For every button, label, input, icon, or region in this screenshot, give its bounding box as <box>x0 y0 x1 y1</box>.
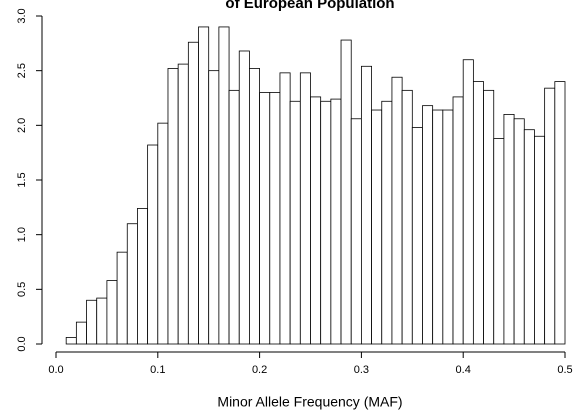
bar <box>259 92 271 345</box>
bar <box>147 144 159 345</box>
bar <box>330 98 342 345</box>
bar <box>137 208 149 345</box>
bar <box>554 81 566 345</box>
y-tick-label: 0.5 <box>16 282 28 297</box>
bar <box>401 89 413 345</box>
bar <box>249 68 260 345</box>
bar <box>462 59 474 345</box>
bar <box>198 26 210 345</box>
bar <box>106 280 118 345</box>
bar <box>452 96 464 345</box>
x-axis-label: Minor Allele Frequency (MAF) <box>217 394 402 410</box>
bar <box>340 39 352 345</box>
bar <box>167 68 179 345</box>
bar <box>472 81 484 345</box>
x-tick-label: 0.3 <box>354 364 369 376</box>
y-tick-label: 2.0 <box>16 118 28 133</box>
bar <box>493 138 505 345</box>
bar <box>534 135 546 345</box>
x-tick-label: 0.0 <box>48 364 63 376</box>
y-tick-label: 3.0 <box>16 8 28 23</box>
bar <box>86 299 98 345</box>
bar <box>269 92 281 345</box>
x-tick-label: 0.5 <box>557 364 572 376</box>
bar <box>96 297 108 345</box>
bar <box>503 114 515 345</box>
bar <box>371 109 383 345</box>
bar <box>238 50 250 345</box>
bar <box>442 109 454 345</box>
bar <box>116 251 128 345</box>
bar <box>320 100 332 345</box>
bar <box>513 118 525 345</box>
y-tick-label: 1.0 <box>16 227 28 242</box>
bar <box>310 96 322 345</box>
bar <box>289 100 301 345</box>
bar <box>65 337 77 345</box>
bar <box>279 72 291 345</box>
bar <box>157 122 169 345</box>
bar <box>391 76 403 345</box>
bar <box>75 321 87 345</box>
y-tick-label: 0.0 <box>16 336 28 351</box>
bar <box>483 89 495 345</box>
bar <box>177 63 189 345</box>
x-tick-label: 0.2 <box>252 364 267 376</box>
y-tick-label: 1.5 <box>16 172 28 187</box>
bar <box>360 65 372 345</box>
bar <box>422 105 434 345</box>
y-tick-label: 2.5 <box>16 63 28 78</box>
bar <box>350 118 362 345</box>
bar <box>228 89 240 345</box>
x-tick-label: 0.1 <box>150 364 165 376</box>
x-tick-label: 0.4 <box>456 364 471 376</box>
bar <box>126 223 138 345</box>
bar <box>523 129 535 345</box>
bar <box>299 72 311 345</box>
bar <box>381 100 393 345</box>
bar <box>218 26 230 345</box>
bar <box>187 41 199 345</box>
bar <box>411 127 423 345</box>
chart-title: of European Population <box>225 0 394 12</box>
bar <box>432 109 444 345</box>
bar <box>544 87 556 345</box>
bar <box>208 70 220 345</box>
